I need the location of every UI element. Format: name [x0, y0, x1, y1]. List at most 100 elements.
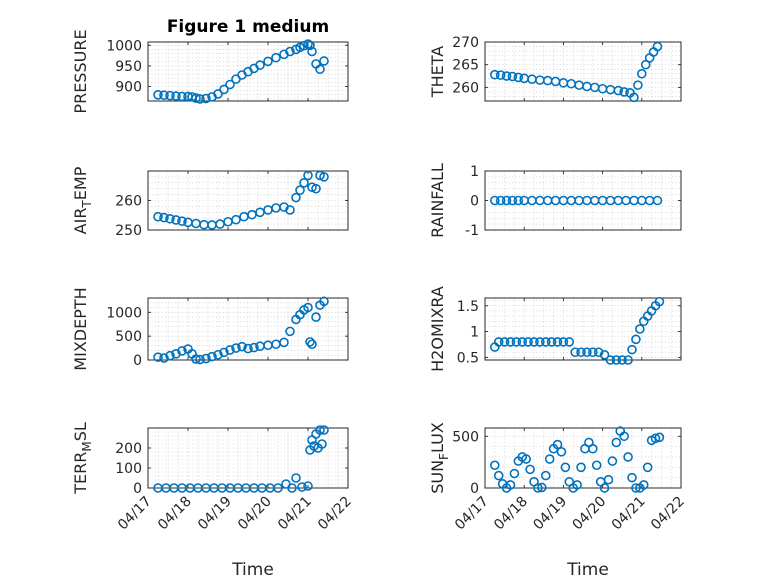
x-tick-label: 04/22 — [648, 494, 688, 534]
data-point — [159, 353, 169, 363]
axes-border — [147, 41, 349, 102]
subplot-terr-msl: 0 100 200 04/17 04/18 04/19 04/20 04/21 04/22 TER… — [71, 422, 355, 533]
data-point — [219, 347, 229, 358]
y-axis-label: TERRMSL — [71, 422, 94, 495]
data-point — [311, 183, 321, 194]
data-point — [611, 437, 622, 448]
data-point — [195, 94, 205, 104]
x-tick-label: 04/20 — [235, 494, 275, 534]
data-point — [499, 337, 510, 347]
x-tick-label: 04/22 — [315, 494, 355, 534]
data-point — [219, 84, 229, 95]
data-point — [633, 80, 643, 90]
subplot-mixdepth: 0 500 1000 MIXDEPTH — [71, 287, 349, 371]
data-point — [225, 79, 235, 90]
data-point — [623, 355, 633, 365]
data-point — [640, 59, 651, 70]
axes-border — [147, 427, 349, 489]
x-tick-label: 04/19 — [530, 494, 570, 534]
data-point — [315, 64, 325, 75]
data-point — [650, 433, 661, 444]
data-point — [570, 347, 580, 358]
y-tick-label: 0 — [470, 194, 479, 210]
data-point — [279, 337, 289, 348]
axes-border — [484, 297, 682, 361]
y-axis-label: THETA — [428, 46, 447, 98]
y-tick-label: 0 — [133, 353, 142, 369]
data-point — [177, 346, 187, 356]
data-point — [619, 87, 629, 97]
data-point — [159, 90, 169, 101]
data-point — [576, 462, 586, 473]
x-tick-label: 04/21 — [275, 494, 315, 534]
data-point — [587, 347, 598, 358]
y-tick-label: 1 — [470, 164, 479, 180]
data-point — [558, 337, 569, 347]
y-axis-label: MIXDEPTH — [71, 287, 90, 370]
data-point — [285, 46, 295, 57]
data-point — [311, 312, 321, 322]
data-point — [225, 345, 235, 355]
y-tick-label: 260 — [452, 80, 479, 96]
data-point — [213, 349, 223, 360]
data-point — [627, 344, 637, 355]
data-point — [231, 214, 241, 225]
axes-box — [147, 41, 349, 102]
data-point — [540, 470, 551, 481]
y-axis-label: SUNFLUX — [428, 422, 451, 494]
data-point — [295, 185, 305, 195]
data-point — [619, 431, 629, 442]
data-point — [191, 93, 201, 103]
data-point — [231, 343, 241, 353]
data-point — [305, 337, 315, 347]
data-point — [591, 460, 602, 471]
y-tick-label: 0 — [470, 481, 479, 497]
data-point — [489, 460, 500, 471]
data-point — [273, 483, 283, 493]
data-point — [263, 56, 273, 67]
data-point — [636, 68, 647, 79]
data-point — [533, 483, 543, 493]
data-point — [523, 337, 533, 347]
x-tick-label: 04/18 — [155, 494, 195, 534]
y-tick-label: 200 — [115, 441, 142, 457]
data-point — [546, 337, 557, 347]
data-point — [287, 483, 297, 493]
data-point — [537, 482, 547, 493]
data-point — [315, 425, 325, 435]
y-tick-label: 900 — [115, 80, 142, 96]
data-point — [603, 474, 614, 485]
data-point — [255, 60, 265, 70]
data-point — [213, 89, 223, 99]
y-tick-label: 1000 — [106, 38, 142, 54]
data-point — [501, 195, 512, 206]
subplot-air-temp: 250 260 AIRTEMP — [71, 166, 349, 239]
data-point — [307, 46, 317, 57]
x-tick-label: 04/18 — [491, 494, 531, 534]
data-point — [556, 446, 567, 457]
data-point — [201, 93, 211, 104]
data-point — [271, 52, 281, 63]
data-point — [535, 337, 545, 347]
data-point — [507, 71, 518, 82]
data-point — [317, 439, 327, 449]
data-point — [525, 464, 535, 475]
data-point — [171, 215, 181, 225]
data-point — [560, 462, 571, 473]
data-point — [493, 337, 504, 347]
x-tick-label: 04/20 — [570, 494, 610, 534]
data-point — [297, 482, 307, 492]
subplot-h2omixra: 0.5 1 1.5 H2OMIXRA — [428, 286, 682, 372]
y-tick-label: 500 — [115, 329, 142, 345]
data-point — [303, 170, 313, 181]
x-tick-label: 04/19 — [195, 494, 235, 534]
y-tick-label: 500 — [452, 429, 479, 445]
data-point — [511, 337, 522, 347]
data-point — [489, 195, 500, 206]
subplot-pressure: 900 950 1000 PRESSURE Figure 1 medium — [71, 17, 349, 114]
data-point — [631, 483, 641, 493]
data-point — [165, 213, 175, 224]
y-tick-label: 270 — [452, 35, 479, 51]
data-point — [285, 326, 295, 337]
